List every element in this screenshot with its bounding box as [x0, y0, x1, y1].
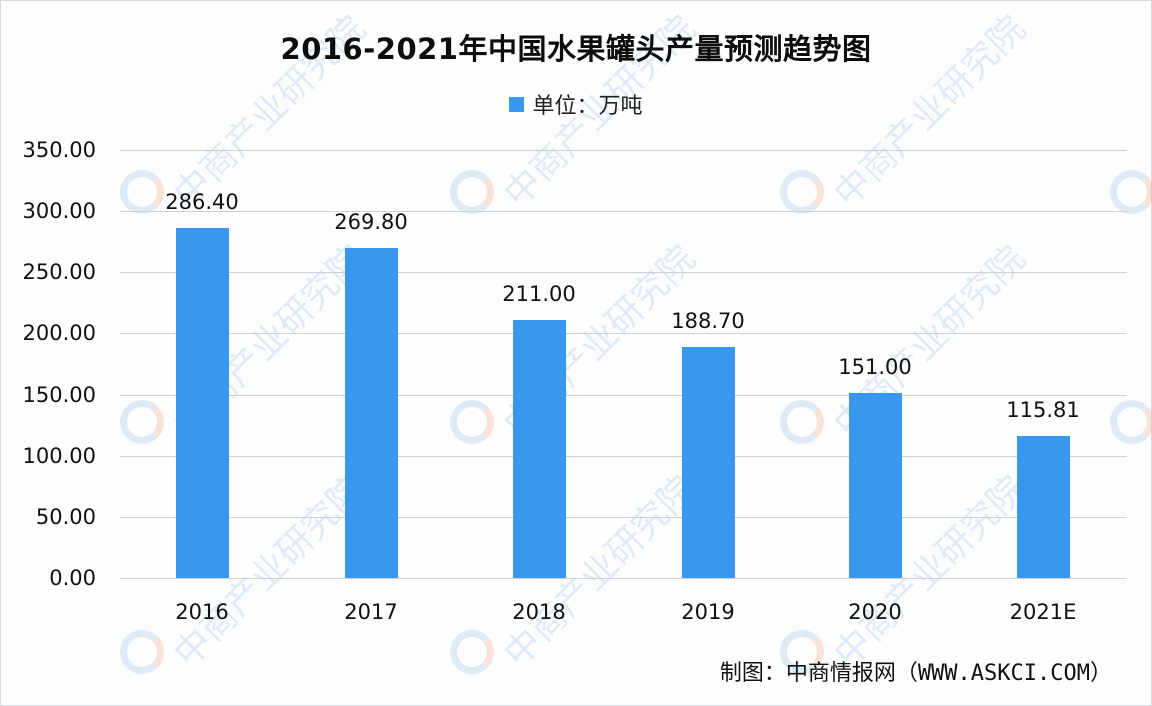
gridline	[120, 456, 1127, 457]
y-axis-tick-label: 250.00	[22, 260, 96, 284]
legend-label: 单位：万吨	[532, 94, 643, 119]
gridline	[120, 517, 1127, 518]
legend-swatch	[509, 96, 525, 112]
bar-2018	[513, 319, 566, 578]
source-note: 制图：中商情报网（WWW.ASKCI.COM）	[719, 661, 1112, 686]
x-axis-tick-label: 2018	[512, 600, 566, 624]
x-axis-tick-label: 2020	[848, 600, 902, 624]
y-axis-tick-label: 350.00	[22, 138, 96, 162]
y-axis-tick-label: 150.00	[22, 383, 96, 407]
y-axis-tick-label: 200.00	[22, 321, 96, 345]
y-axis-tick-label: 50.00	[35, 505, 96, 529]
y-axis-tick-label: 100.00	[22, 444, 96, 468]
gridline	[120, 578, 1127, 579]
bar-2021E	[1017, 436, 1070, 578]
x-axis-tick-label: 2017	[344, 600, 398, 624]
x-axis-tick-label: 2016	[175, 600, 229, 624]
x-axis-tick-label: 2021E	[1009, 600, 1077, 624]
gridline	[120, 150, 1127, 151]
chart-title: 2016-2021年中国水果罐头产量预测趋势图	[280, 32, 872, 66]
y-axis-tick-label: 300.00	[22, 199, 96, 223]
gridline	[120, 333, 1127, 334]
y-axis-tick-label: 0.00	[49, 566, 96, 590]
bar-2017	[345, 248, 398, 578]
bar-value-label: 286.40	[165, 189, 239, 214]
bar-value-label: 115.81	[1006, 398, 1080, 423]
bar-value-label: 211.00	[502, 281, 576, 306]
x-axis-tick-label: 2019	[681, 600, 735, 624]
gridline	[120, 395, 1127, 396]
gridline	[120, 211, 1127, 212]
bar-2020	[849, 393, 902, 578]
bar-value-label: 188.70	[671, 309, 745, 334]
bar-value-label: 269.80	[334, 210, 408, 235]
gridline	[120, 272, 1127, 273]
bar-value-label: 151.00	[838, 355, 912, 380]
legend: 单位：万吨	[0, 88, 1152, 120]
bar-2019	[682, 347, 735, 578]
bar-2016	[176, 227, 229, 578]
